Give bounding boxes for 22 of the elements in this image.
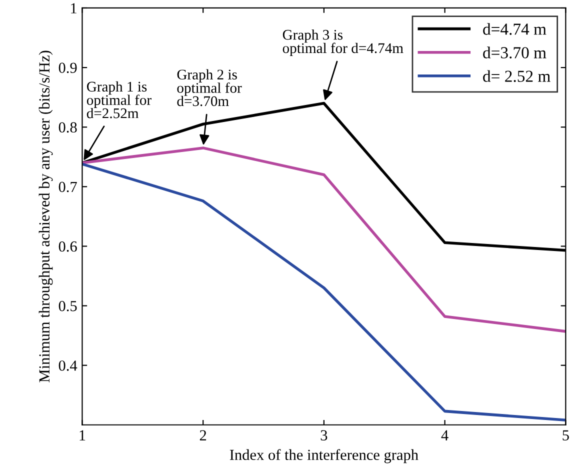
y-axis-title: Minimum throughput achieved by any user (bits/s/Hz) xyxy=(38,50,53,382)
legend-label: d=4.74 m xyxy=(483,23,546,35)
legend-label: d=3.70 m xyxy=(483,46,546,58)
y-tick-label: 0.7 xyxy=(58,182,77,192)
x-tick-label: 3 xyxy=(320,430,328,440)
legend-label: d= 2.52 m xyxy=(483,70,550,82)
line-series xyxy=(82,162,566,422)
y-tick-label: 0.4 xyxy=(58,360,78,371)
x-tick-label: 5 xyxy=(562,430,569,440)
x-tick-label: 1 xyxy=(80,430,86,440)
annotation: Graph 1 is optimal for d=2.52m xyxy=(86,81,152,118)
x-tick-label: 2 xyxy=(200,430,206,440)
y-tick-label: 0.9 xyxy=(58,62,77,74)
x-axis-title: Index of the interference graph xyxy=(230,449,418,464)
y-tick-label: 0.5 xyxy=(58,300,77,312)
y-tick-label: 0.8 xyxy=(58,122,77,133)
line-series xyxy=(82,146,566,333)
x-tick-label: 4 xyxy=(441,430,448,440)
annotation: Graph 2 is optimal for d=3.70m xyxy=(177,69,242,106)
y-tick-label: 1 xyxy=(71,3,76,14)
annotation: Graph 3 is optimal for d=4.74m xyxy=(282,29,404,56)
y-tick-label: 0.6 xyxy=(58,241,77,252)
